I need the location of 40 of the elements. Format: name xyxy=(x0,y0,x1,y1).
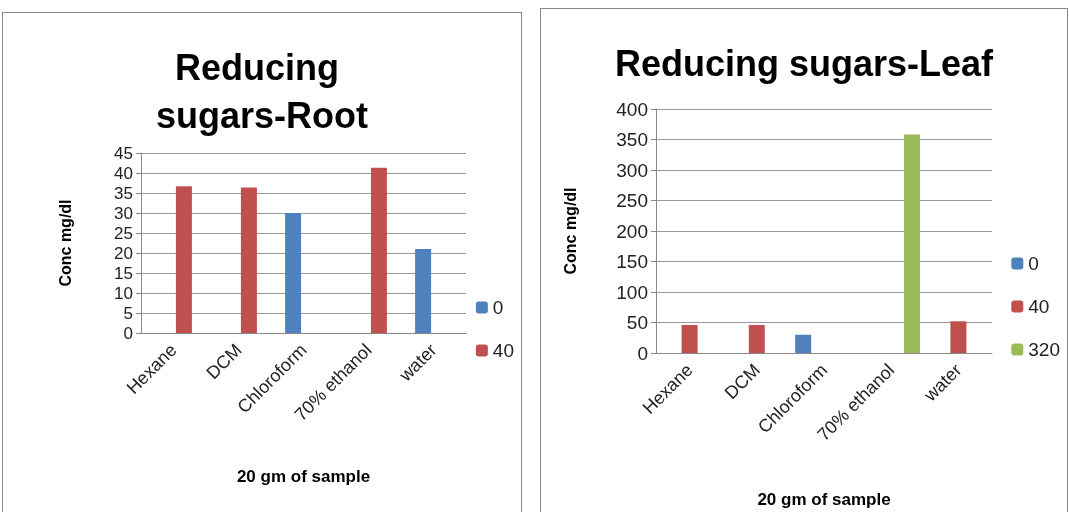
y-axis-title: Conc mg/dl xyxy=(561,187,579,275)
bar xyxy=(240,187,257,333)
legend-label: 40 xyxy=(1028,296,1050,317)
bar xyxy=(370,167,387,333)
chart-title: Reducing sugars-Root xyxy=(155,46,369,136)
x-axis-title: 20 gm of sample xyxy=(236,467,371,486)
y-tick-label: 15 xyxy=(114,263,133,283)
y-tick-label: 5 xyxy=(123,303,133,323)
y-tick-label: 0 xyxy=(123,323,133,343)
y-tick-label: 25 xyxy=(114,223,133,243)
y-tick-label: 30 xyxy=(114,203,133,223)
y-tick-label: 50 xyxy=(626,312,648,333)
y-tick-label: 400 xyxy=(616,98,648,120)
y-tick-label: 150 xyxy=(616,251,648,272)
y-tick-label: 40 xyxy=(114,163,133,183)
bar xyxy=(904,134,920,353)
bar xyxy=(415,249,432,333)
bar xyxy=(748,324,765,353)
y-tick-label: 35 xyxy=(114,183,133,203)
legend-label: 40 xyxy=(492,340,515,361)
y-tick-label: 350 xyxy=(616,129,648,150)
legend-label: 0 xyxy=(492,297,504,318)
y-tick-label: 45 xyxy=(114,143,133,163)
y-tick-label: 100 xyxy=(616,281,648,303)
y-tick-label: 250 xyxy=(616,190,648,211)
chart-title: Reducing sugars-Leaf xyxy=(614,42,995,84)
y-tick-label: 10 xyxy=(114,283,133,303)
bar xyxy=(950,321,967,353)
y-tick-label: 200 xyxy=(616,220,648,242)
legend-label: 0 xyxy=(1028,253,1039,274)
y-tick-label: 300 xyxy=(616,159,648,181)
y-tick-label: 20 xyxy=(114,243,133,263)
y-axis-title: Conc mg/dl xyxy=(56,199,74,287)
bar xyxy=(285,213,302,333)
y-tick-label: 0 xyxy=(637,342,648,364)
x-axis-title: 20 gm of sample xyxy=(757,490,891,509)
bar xyxy=(681,324,698,353)
legend-label: 320 xyxy=(1028,339,1060,360)
bar xyxy=(175,186,192,333)
bar xyxy=(795,334,812,353)
